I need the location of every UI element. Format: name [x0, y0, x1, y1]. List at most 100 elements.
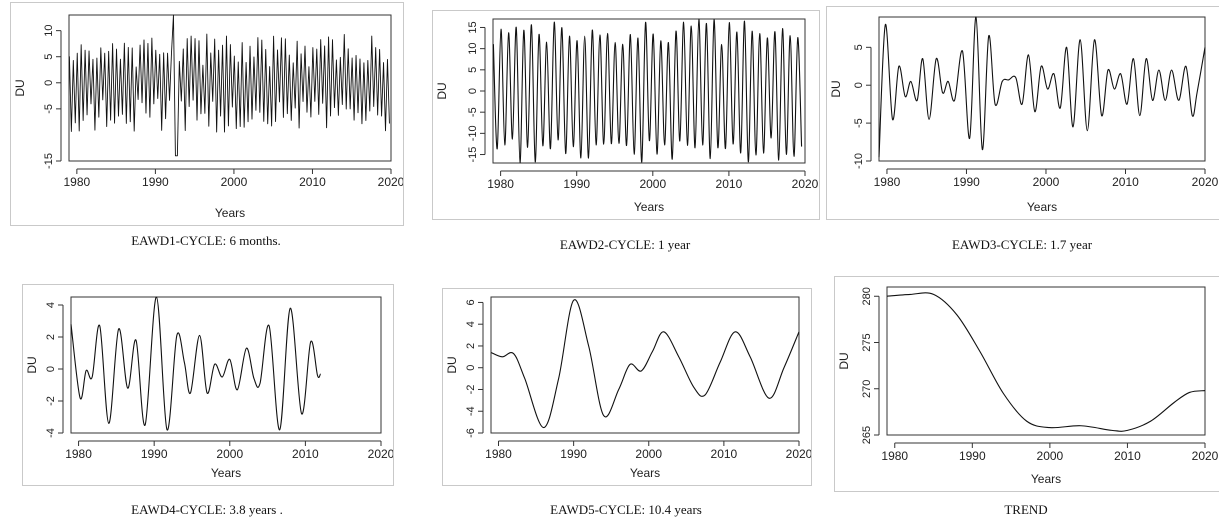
chart-svg: 1980 1990 2000 2010 2020 -4 -2 0 2 4 Years DU	[25, 296, 393, 480]
x-tick-label: 2010	[711, 447, 738, 461]
y-tick-label: 10	[467, 43, 479, 55]
x-tick-label: 2020	[1192, 175, 1219, 189]
y-tick-label: 0	[465, 365, 477, 371]
x-tick-label: 1980	[874, 175, 901, 189]
chart-svg: 1980 1990 2000 2010 2020 -10 -5 0 5 Years DU	[829, 16, 1219, 214]
y-tick-label: 5	[467, 67, 479, 73]
chart-svg: 1980 1990 2000 2010 2020 265 270 275 280 Years DU	[837, 286, 1219, 486]
y-tick-label: 2	[45, 334, 57, 340]
chart-caption: EAWD4-CYCLE: 3.8 years .	[131, 502, 283, 517]
x-axis-title: Years	[211, 466, 241, 480]
x-tick-label: 2010	[716, 177, 743, 191]
y-axis-title: DU	[445, 356, 459, 373]
y-tick-label: -2	[45, 396, 57, 406]
y-tick-label: 0	[853, 82, 865, 88]
x-tick-label: 2010	[1114, 449, 1141, 463]
x-tick-label: 2020	[786, 447, 811, 461]
y-tick-label: -4	[465, 406, 477, 416]
y-tick-label: -15	[43, 153, 55, 169]
x-tick-label: 2020	[368, 447, 393, 461]
chart-frame: 1980 1990 2000 2010 2020 -6 -4 -2 0 2 4 6 Years DU	[442, 288, 812, 486]
x-tick-label: 1990	[959, 449, 986, 463]
x-tick-label: 2000	[1033, 175, 1060, 189]
y-tick-label: 280	[861, 287, 873, 305]
x-tick-label: 1980	[881, 449, 908, 463]
x-tick-label: 2020	[792, 177, 819, 191]
chart-caption: EAWD3-CYCLE: 1.7 year	[951, 237, 1093, 252]
y-tick-label: 10	[43, 25, 55, 37]
x-tick-label: 1990	[953, 175, 980, 189]
y-tick-label: -15	[467, 147, 479, 163]
plot-area-border	[886, 286, 1206, 436]
x-axis-title: Years	[1027, 200, 1057, 214]
chart-svg: 1980 1990 2000 2010 2020 -6 -4 -2 0 2 4 6 Years DU	[445, 296, 811, 480]
x-tick-label: 2000	[1037, 449, 1064, 463]
series-line	[886, 292, 1206, 432]
x-tick-label: 2010	[292, 447, 319, 461]
y-tick-label: 5	[43, 54, 55, 60]
x-tick-label: 2000	[639, 177, 666, 191]
y-tick-label: 2	[465, 343, 477, 349]
x-tick-label: 1980	[65, 447, 92, 461]
chart-frame: 1980 1990 2000 2010 2020 -4 -2 0 2 4 Years DU	[22, 284, 394, 486]
x-tick-label: 2000	[216, 447, 243, 461]
y-tick-label: -5	[853, 118, 865, 128]
y-tick-label: 0	[43, 80, 55, 86]
x-axis-title: Years	[1031, 472, 1061, 486]
y-tick-label: -2	[465, 385, 477, 395]
x-tick-label: 1990	[142, 175, 169, 189]
y-tick-label: -10	[467, 125, 479, 141]
chart-caption: EAWD2-CYCLE: 1 year	[559, 237, 691, 252]
y-tick-label: 0	[45, 366, 57, 372]
series-line	[492, 18, 803, 164]
plot-area-border	[878, 16, 1206, 162]
y-tick-label: 0	[467, 88, 479, 94]
x-tick-label: 2020	[378, 175, 403, 189]
y-tick-label: -10	[853, 153, 865, 169]
x-tick-label: 1980	[487, 177, 514, 191]
y-tick-label: 265	[861, 426, 873, 444]
x-tick-label: 1990	[560, 447, 587, 461]
x-axis-title: Years	[630, 466, 660, 480]
chart-frame: 1980 1990 2000 2010 2020 -10 -5 0 5 Years DU	[826, 6, 1219, 220]
chart-frame: 1980 1990 2000 2010 2020 265 270 275 280 Years DU	[834, 276, 1219, 492]
y-axis-title: DU	[25, 356, 39, 373]
x-tick-label: 2010	[299, 175, 326, 189]
y-tick-label: 15	[467, 21, 479, 33]
plot-area-border	[490, 296, 800, 434]
x-tick-label: 2010	[1112, 175, 1139, 189]
y-tick-label: 4	[45, 302, 57, 308]
y-axis-title: DU	[13, 79, 27, 96]
x-tick-label: 2000	[221, 175, 248, 189]
y-tick-label: 4	[465, 321, 477, 327]
x-axis-title: Years	[634, 200, 664, 214]
chart-caption: EAWD1-CYCLE: 6 months.	[131, 233, 281, 248]
chart-caption: TREND	[1004, 502, 1048, 517]
x-tick-label: 1980	[64, 175, 91, 189]
chart-frame: 1980 1990 2000 2010 2020 -15 -5 0 5 10 Years DU	[10, 2, 404, 226]
series-line	[70, 296, 321, 431]
chart-svg: 1980 1990 2000 2010 2020 -15 -5 0 5 10 Years DU	[13, 14, 403, 220]
y-tick-label: -6	[465, 428, 477, 438]
y-tick-label: -4	[45, 428, 57, 438]
plot-area-border	[492, 18, 806, 164]
chart-svg: 1980 1990 2000 2010 2020 -15 -10 -5 0 5 10 15 Years D…	[435, 18, 819, 214]
x-tick-label: 1990	[563, 177, 590, 191]
y-tick-label: 5	[853, 44, 865, 50]
plot-area-border	[68, 14, 392, 162]
y-tick-label: 270	[861, 380, 873, 398]
y-tick-label: 275	[861, 333, 873, 351]
x-axis-title: Years	[215, 206, 245, 220]
chart-caption: EAWD5-CYCLE: 10.4 years	[550, 502, 702, 517]
x-tick-label: 1990	[141, 447, 168, 461]
x-tick-label: 2020	[1192, 449, 1219, 463]
plot-area-border	[70, 296, 382, 434]
y-axis-title: DU	[435, 82, 449, 99]
series-line	[878, 16, 1206, 158]
x-tick-label: 2000	[635, 447, 662, 461]
x-tick-label: 1980	[485, 447, 512, 461]
y-tick-label: -5	[467, 107, 479, 117]
series-line	[490, 299, 800, 429]
y-axis-title: DU	[829, 80, 843, 97]
y-tick-label: 6	[465, 299, 477, 305]
